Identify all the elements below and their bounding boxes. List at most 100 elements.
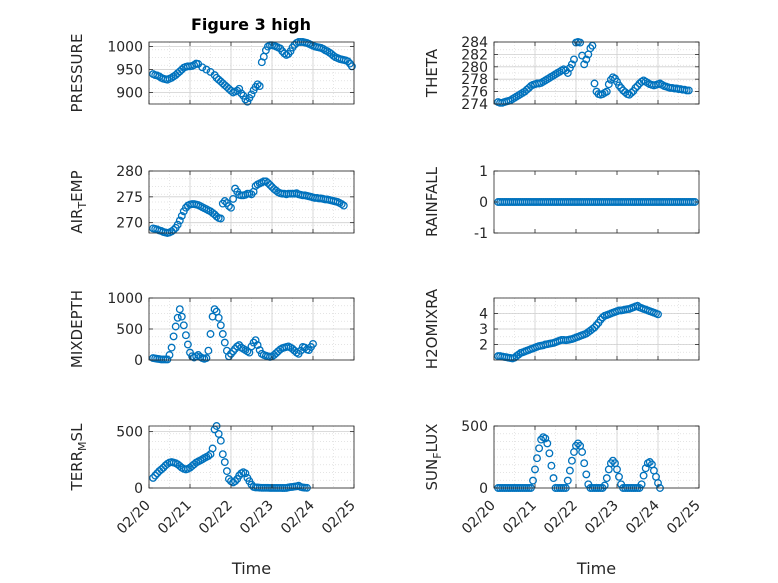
data-point — [210, 305, 219, 314]
y-tick-label: 280 — [116, 164, 143, 180]
y-tick-label: 2 — [479, 338, 488, 354]
subplot-sun-flux: 0 500 SUNFLUX 02/20 02/21 02/22 02/23 02/24 02/2… — [423, 419, 704, 578]
y-axis-label: RAINFALL — [423, 166, 441, 237]
x-tick-label: 02/21 — [155, 498, 195, 538]
data-point — [641, 464, 650, 473]
data-point — [592, 321, 601, 330]
axes-box — [148, 170, 355, 234]
data-point — [537, 435, 546, 444]
data-point — [547, 461, 556, 470]
data-point — [615, 472, 623, 481]
data-point — [181, 331, 190, 340]
y-tick-label: 0 — [134, 353, 143, 369]
data-point — [596, 315, 605, 324]
data-point — [231, 477, 240, 486]
data-point — [572, 441, 580, 450]
y-tick-label: 278 — [461, 72, 488, 88]
data-point — [339, 201, 348, 210]
data-point — [654, 310, 662, 319]
data-point — [198, 63, 207, 72]
data-point — [627, 88, 636, 97]
y-tick-label: 500 — [461, 419, 488, 435]
axes-box — [148, 41, 355, 105]
data-point — [604, 80, 613, 89]
y-tick-label: 284 — [461, 35, 488, 51]
data-point — [529, 476, 537, 485]
y-tick-label: 276 — [461, 85, 488, 101]
data-point — [531, 465, 539, 474]
data-point — [155, 72, 164, 81]
data-point — [541, 434, 550, 443]
data-point — [580, 459, 589, 468]
subplot-rainfall: -1 0 1 RAINFALL — [423, 164, 700, 242]
data-point — [639, 471, 648, 480]
y-tick-label: 280 — [461, 60, 488, 76]
data-point — [598, 313, 607, 322]
data-point — [241, 95, 250, 104]
y-tick-label: 274 — [461, 97, 488, 113]
x-axis-label: Time — [231, 559, 271, 578]
data-point — [212, 212, 221, 221]
data-point — [319, 44, 328, 53]
data-point — [222, 467, 231, 476]
data-point — [602, 87, 611, 96]
data-point — [167, 343, 176, 352]
axes-box — [493, 425, 700, 489]
data-point — [235, 84, 244, 93]
data-point — [535, 444, 544, 453]
data-point — [149, 473, 158, 482]
data-point — [309, 339, 317, 348]
axes-box — [493, 41, 700, 105]
data-point — [602, 474, 611, 483]
y-tick-label: 275 — [116, 190, 143, 206]
data-point — [578, 448, 587, 456]
y-tick-label: 900 — [116, 86, 143, 102]
y-axis-label: TERRMSL — [68, 423, 89, 492]
data-point — [157, 465, 166, 474]
data-point — [329, 51, 338, 60]
data-point — [179, 321, 188, 330]
data-point — [165, 351, 174, 359]
y-tick-label: 0 — [134, 481, 143, 497]
x-tick-label: 02/21 — [500, 498, 540, 538]
data-point — [633, 301, 642, 310]
data-point — [153, 469, 162, 478]
x-tick-label: 02/22 — [541, 498, 581, 538]
subplot-mixdepth: 0 500 1000 MIXDEPTH — [68, 290, 355, 369]
data-point — [249, 338, 258, 347]
data-point — [563, 69, 572, 77]
data-point — [159, 463, 168, 472]
x-tick-label: 02/22 — [196, 498, 236, 538]
data-point — [590, 79, 599, 88]
data-point — [578, 51, 587, 60]
y-tick-label: 3 — [479, 322, 488, 338]
data-point — [151, 471, 160, 480]
data-point — [173, 220, 182, 229]
y-tick-label: 950 — [116, 63, 143, 79]
y-tick-label: 1000 — [107, 40, 143, 56]
data-point — [229, 194, 238, 203]
data-point — [169, 332, 178, 341]
y-tick-label: -1 — [474, 226, 488, 242]
subplot-terr-msl: 0 500 TERRMSL 02/20 02/21 02/22 02/23 02/24 02/2… — [68, 422, 359, 578]
y-axis-label: SUNFLUX — [423, 424, 444, 491]
data-point — [171, 322, 180, 331]
data-point — [218, 330, 227, 338]
axes-box — [493, 170, 700, 234]
data-point — [588, 41, 597, 50]
y-tick-label: 1 — [479, 164, 488, 180]
y-tick-label: 0 — [479, 481, 488, 497]
data-point — [175, 305, 184, 314]
x-tick-label: 02/20 — [459, 498, 499, 538]
data-point — [183, 340, 192, 349]
axes-box — [148, 425, 355, 489]
data-point — [204, 346, 213, 355]
data-point — [266, 180, 274, 189]
data-point — [204, 451, 213, 460]
data-point — [202, 354, 211, 363]
data-point — [214, 429, 223, 438]
subplot-h2omixra: 234 H2OMIXRA — [423, 288, 700, 369]
x-tick-label: 02/23 — [582, 498, 622, 538]
